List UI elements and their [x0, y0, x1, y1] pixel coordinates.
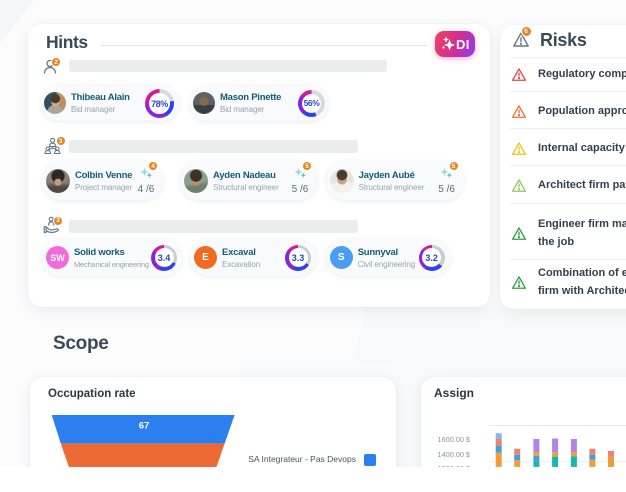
svg-text:67: 67	[139, 421, 150, 432]
